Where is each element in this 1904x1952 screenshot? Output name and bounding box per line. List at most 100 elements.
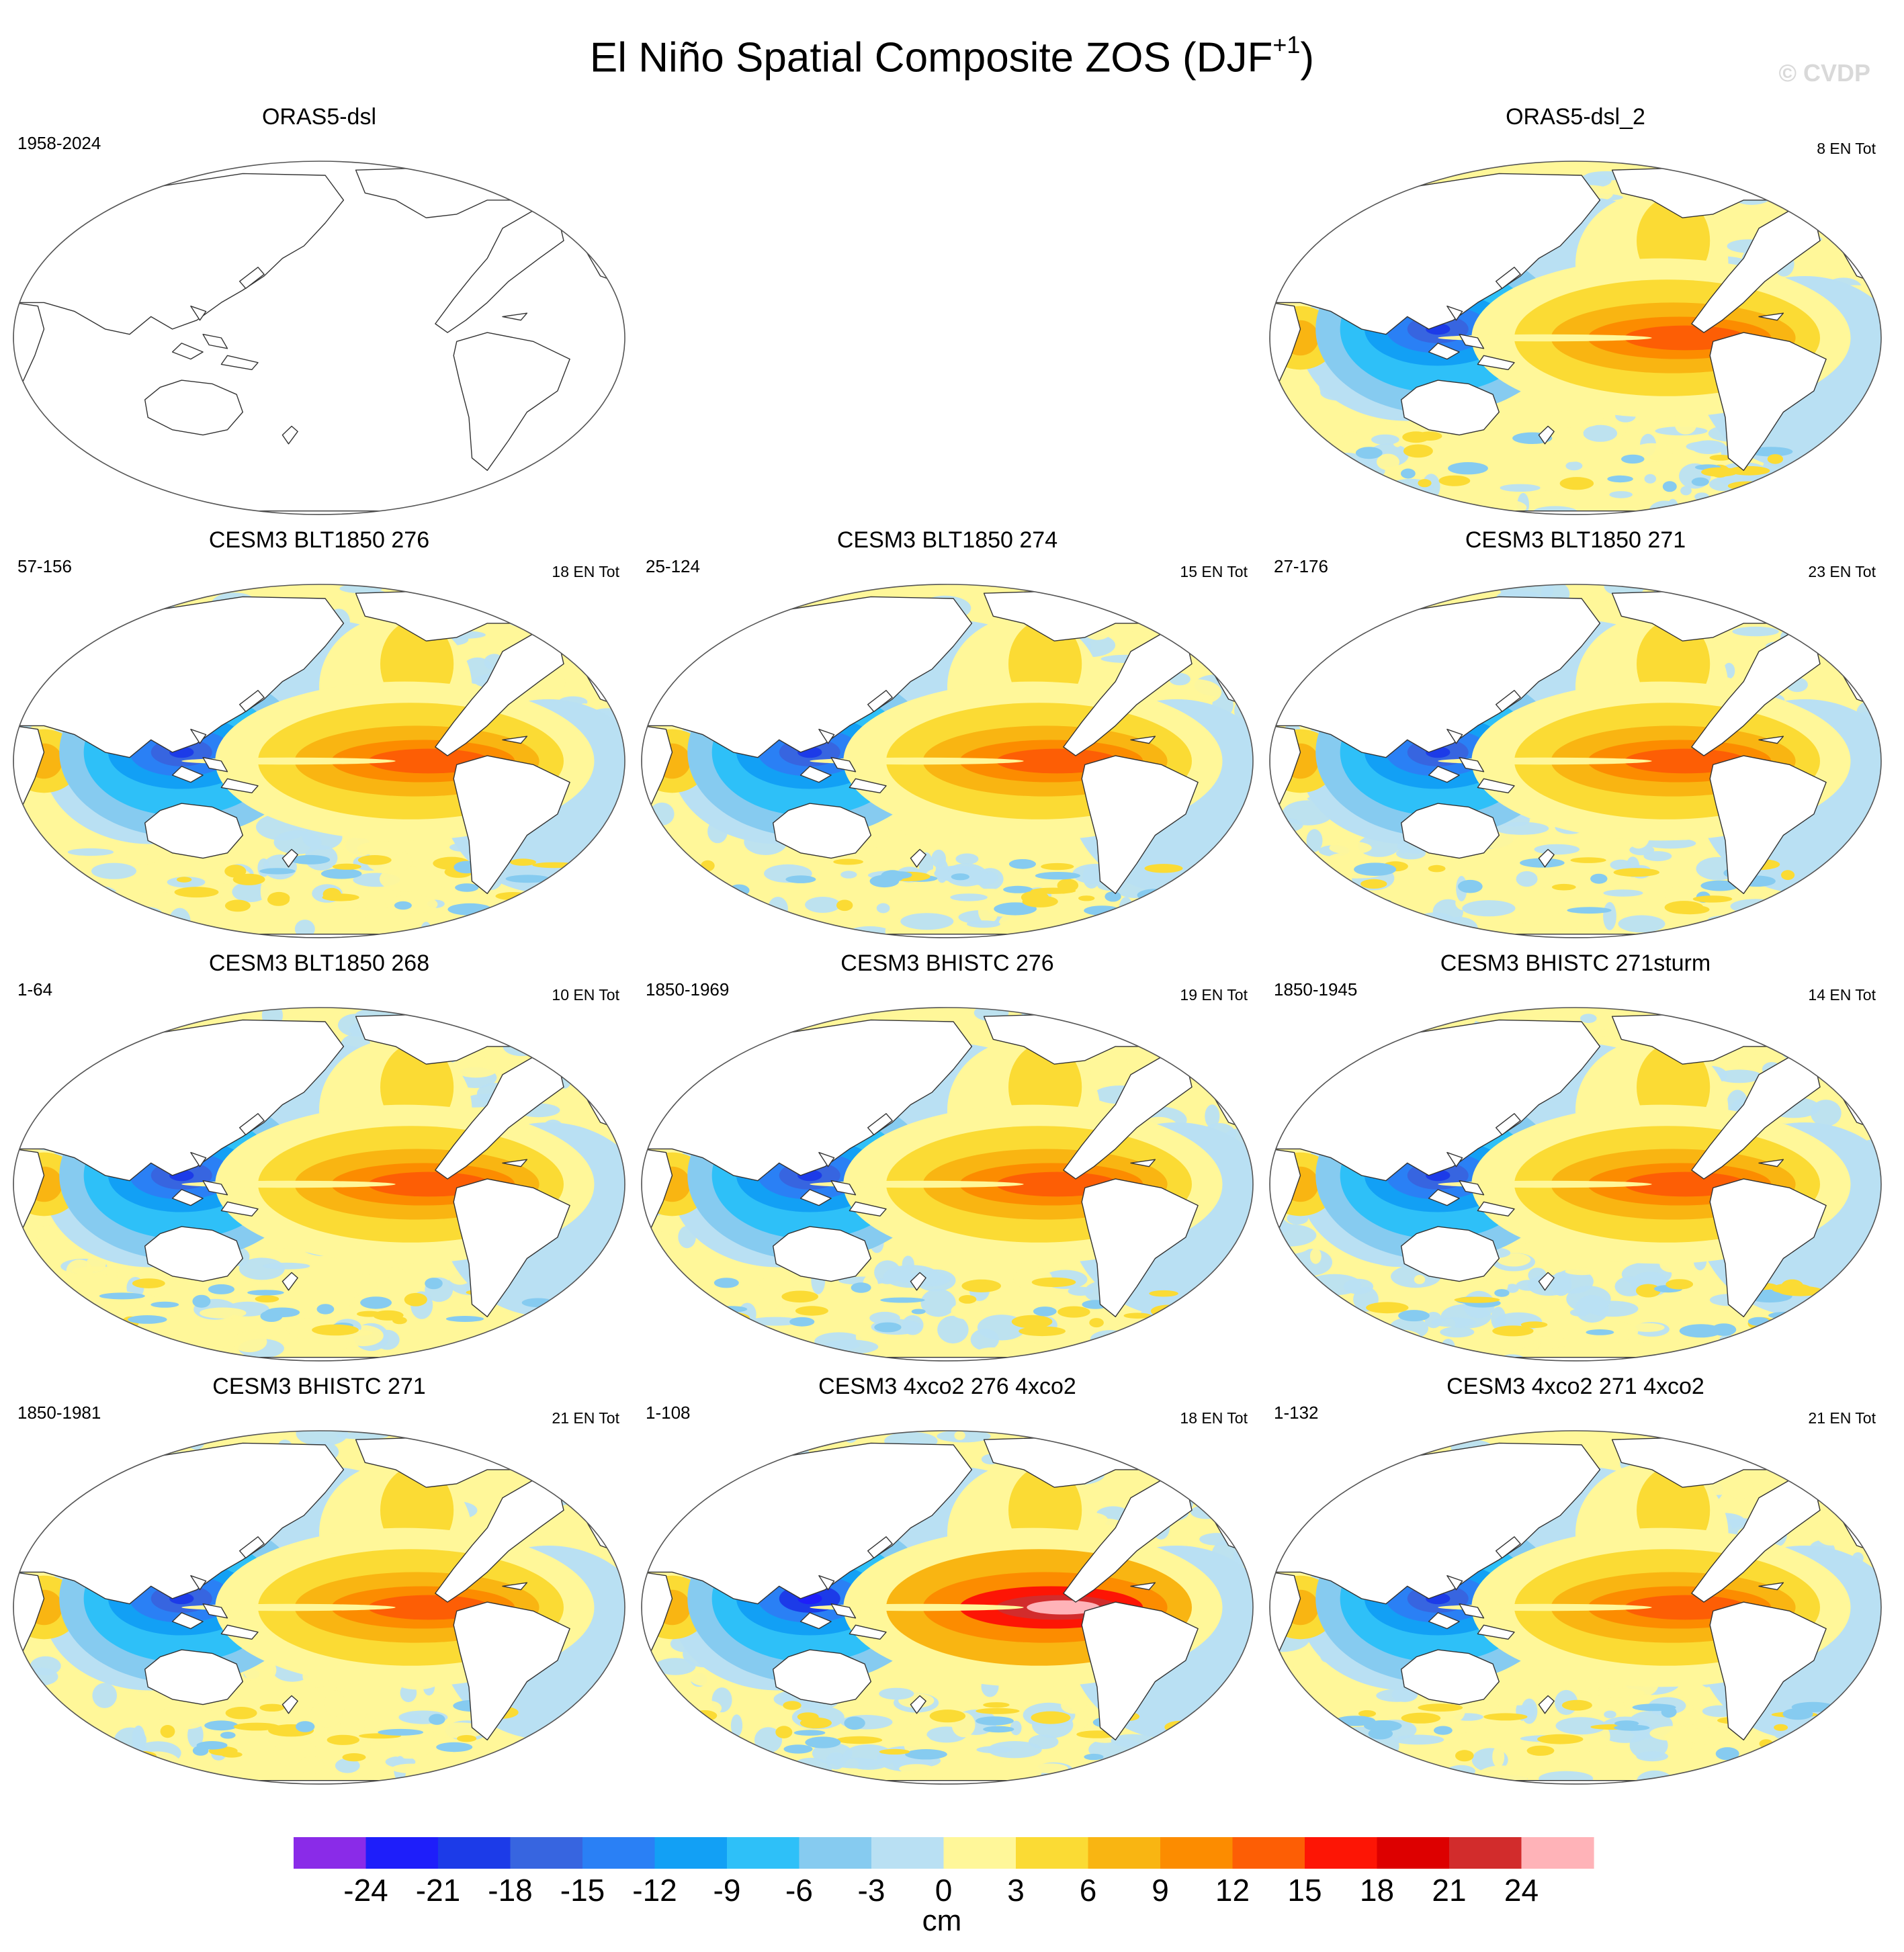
main-title: El Niño Spatial Composite ZOS (DJF+1) xyxy=(589,31,1315,81)
new-zealand-landmass xyxy=(282,848,298,868)
australia-landmass xyxy=(772,1226,871,1282)
map-border xyxy=(1269,161,1882,515)
panel-years: 1-64 xyxy=(17,979,53,1000)
island xyxy=(818,1575,835,1591)
map-panel-oras5-dsl-2: ORAS5-dsl_2 8 EN Tot xyxy=(1263,101,1888,517)
panel-title: CESM3 BLT1850 276 xyxy=(208,527,430,553)
panel-event-count: 8 EN Tot xyxy=(1817,140,1876,157)
island xyxy=(1477,778,1515,793)
new-zealand-landmass xyxy=(1538,1695,1555,1714)
map-border xyxy=(641,1430,1254,1785)
island xyxy=(849,1624,887,1640)
map-field xyxy=(642,1431,1253,1784)
map-border xyxy=(13,1007,625,1362)
island xyxy=(1477,355,1515,370)
island xyxy=(1459,334,1485,349)
new-zealand-landmass xyxy=(1538,425,1555,445)
world-map xyxy=(1269,1007,1882,1362)
africa-landmass xyxy=(1270,725,1301,815)
colorbar-tick-label: -24 xyxy=(343,1873,388,1908)
australia-landmass xyxy=(1400,803,1500,859)
island xyxy=(190,306,207,321)
colorbar-tick-label: 12 xyxy=(1215,1873,1250,1908)
map-field xyxy=(13,584,625,938)
africa-landmass xyxy=(13,302,45,392)
island xyxy=(1758,1582,1784,1591)
island xyxy=(830,757,857,772)
colorbar-swatch xyxy=(871,1837,945,1869)
colorbar-swatch xyxy=(654,1837,728,1869)
map-border xyxy=(641,1007,1254,1362)
map-field xyxy=(1270,161,1881,515)
map-field xyxy=(13,1008,625,1361)
island xyxy=(239,1113,265,1136)
island xyxy=(190,729,207,744)
island xyxy=(867,1536,893,1559)
island xyxy=(849,1201,887,1216)
new-zealand-landmass xyxy=(282,425,298,445)
new-zealand-landmass xyxy=(910,1272,926,1291)
map-panel-4xco2-271: CESM3 4xco2 271 4xco2 1-132 21 EN Tot xyxy=(1263,1370,1888,1787)
island xyxy=(830,1180,857,1196)
island xyxy=(202,757,228,772)
island xyxy=(1459,757,1485,772)
panel-title: CESM3 BHISTC 276 xyxy=(840,950,1054,976)
colorbar-swatch xyxy=(510,1837,583,1869)
world-map xyxy=(13,584,625,938)
map-field xyxy=(1270,1008,1881,1361)
australia-landmass xyxy=(144,803,243,859)
south-america-landmass xyxy=(1081,755,1199,894)
colorbar-swatch xyxy=(1449,1837,1522,1869)
colorbar-tick-label: -21 xyxy=(416,1873,460,1908)
panel-event-count: 15 EN Tot xyxy=(1180,563,1248,580)
island xyxy=(849,778,887,793)
island xyxy=(502,1582,528,1591)
island xyxy=(220,355,259,370)
south-america-landmass xyxy=(453,1601,570,1740)
island xyxy=(190,1575,207,1591)
island xyxy=(867,690,893,713)
map-field xyxy=(13,161,625,515)
island xyxy=(239,690,265,713)
island xyxy=(818,1152,835,1167)
africa-landmass xyxy=(1270,302,1301,392)
panel-years: 1-132 xyxy=(1274,1403,1319,1423)
map-border xyxy=(1269,1430,1882,1785)
africa-landmass xyxy=(642,725,673,815)
colorbar-tick-label: 6 xyxy=(1080,1873,1097,1908)
world-map xyxy=(13,161,625,515)
island xyxy=(1758,736,1784,744)
australia-landmass xyxy=(144,380,243,436)
island xyxy=(1446,306,1463,321)
island xyxy=(1496,1536,1521,1559)
world-map xyxy=(13,1430,625,1785)
map-panel-blt1850-274: CESM3 BLT1850 274 25-124 15 EN Tot xyxy=(635,524,1260,940)
panel-years: 1958-2024 xyxy=(17,133,101,153)
map-panel-blt1850-271: CESM3 BLT1850 271 27-176 23 EN Tot xyxy=(1263,524,1888,940)
island xyxy=(830,1603,857,1619)
map-border xyxy=(13,584,625,938)
colorbar-swatch xyxy=(582,1837,656,1869)
south-america-landmass xyxy=(1709,755,1827,894)
world-map xyxy=(1269,584,1882,938)
island xyxy=(1446,729,1463,744)
colorbar-swatch xyxy=(365,1837,439,1869)
colorbar-swatch xyxy=(294,1837,367,1869)
panel-event-count: 19 EN Tot xyxy=(1180,986,1248,1004)
island xyxy=(1496,267,1521,290)
island xyxy=(867,1113,893,1136)
map-border xyxy=(1269,1007,1882,1362)
island xyxy=(502,1159,528,1167)
island xyxy=(220,1624,259,1640)
island xyxy=(1428,1612,1460,1630)
island xyxy=(1130,736,1156,744)
map-panel-oras5-dsl: ORAS5-dsl 1958-2024 xyxy=(7,101,632,517)
map-panel-bhistc-276: CESM3 BHISTC 276 1850-1969 19 EN Tot xyxy=(635,947,1260,1364)
island xyxy=(171,1612,204,1630)
island xyxy=(202,334,228,349)
island xyxy=(1758,1159,1784,1167)
panel-years: 1850-1981 xyxy=(17,1403,101,1423)
island xyxy=(202,1180,228,1196)
new-zealand-landmass xyxy=(910,848,926,868)
colorbar-tick-label: 9 xyxy=(1152,1873,1169,1908)
